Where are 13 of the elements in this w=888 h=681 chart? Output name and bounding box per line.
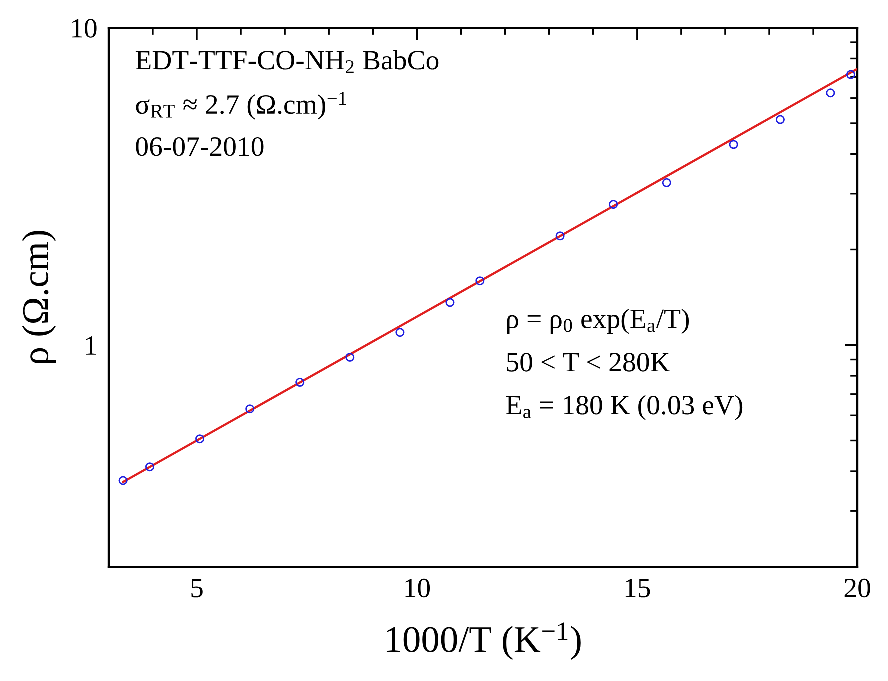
y-axis-title: ρ (Ω.cm) (22, 231, 56, 364)
x-tick-label: 10 (406, 578, 430, 598)
y-tick-label: 1 (86, 336, 96, 355)
annotation: EDT-TTF-CO-NH$_{2}$ BabCo (136, 50, 439, 74)
annotation: 50 < T < 280K (507, 353, 670, 372)
annotation: σ$_{RT}$ ≈ 2.7 (Ω.cm)$^{−1}$ (136, 92, 346, 120)
annotation: ρ = ρ$_{0}$ exp(E$_{a}$/T) (508, 308, 690, 334)
x-tick-label: 5 (192, 579, 203, 598)
annotation: E$_{a}$ = 180 K (0.03 eV) (506, 395, 743, 420)
x-tick-label: 20 (844, 578, 870, 598)
x-tick-label: 15 (626, 579, 650, 598)
annotation: 06-07-2010 (136, 137, 264, 156)
x-axis-title: 1000/T (K$^{−1}$) (386, 622, 581, 660)
